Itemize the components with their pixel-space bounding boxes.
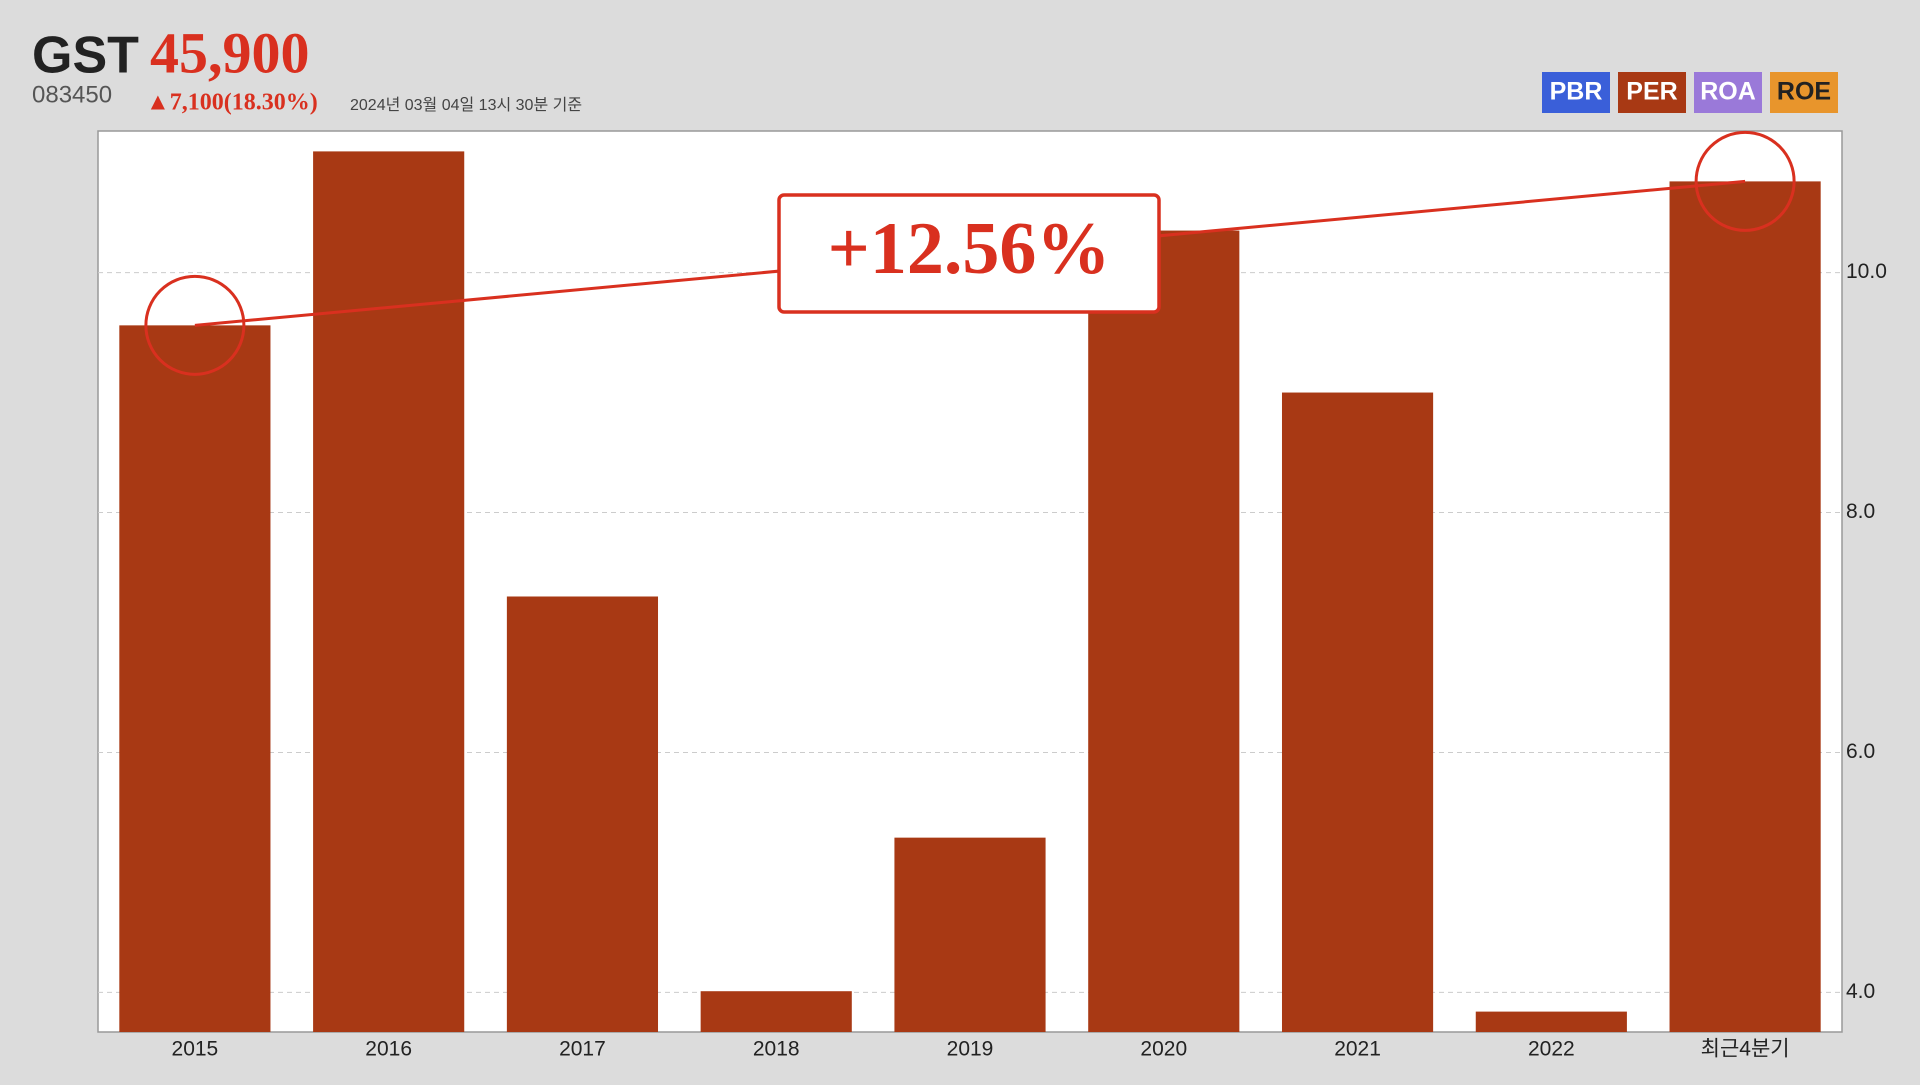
tab-button[interactable] (1618, 72, 1686, 113)
x-tick-label: 2016 (365, 1038, 412, 1061)
bar (313, 151, 465, 1032)
y-tick-label: 10.0 (1846, 260, 1887, 283)
y-tick-label: 6.0 (1846, 740, 1875, 763)
price-change: ▲7,100(18.30%) (146, 90, 318, 116)
bar (506, 596, 659, 1032)
date-label: 2024년 03월 04일 13시 30분 기준 (350, 96, 582, 114)
x-tick-label: 2020 (1140, 1038, 1187, 1061)
annotation-text: +12.56% (828, 208, 1111, 290)
tab-label[interactable]: ROE (1777, 78, 1831, 106)
stock-price: 45,900 (150, 20, 310, 85)
stock-name: GST (32, 27, 139, 85)
bar (119, 325, 271, 1032)
stock-code: 083450 (32, 81, 112, 108)
bar (700, 991, 852, 1032)
x-tick-label: 2019 (947, 1038, 994, 1061)
tab-label[interactable]: PBR (1550, 78, 1603, 106)
highlight-circle (1694, 130, 1796, 232)
tab-button[interactable] (1770, 72, 1838, 113)
x-tick-label: 2018 (753, 1038, 800, 1061)
bar (1281, 392, 1434, 1032)
tab-button[interactable] (1694, 72, 1762, 113)
x-tick-label: 2022 (1528, 1038, 1575, 1061)
tab-label[interactable]: ROA (1700, 78, 1756, 106)
bar (1088, 230, 1240, 1033)
y-tick-label: 8.0 (1846, 500, 1875, 523)
x-tick-label: 2015 (172, 1038, 219, 1061)
x-tick-label: 2017 (559, 1038, 606, 1061)
bar (1669, 181, 1821, 1033)
bar (1475, 1011, 1627, 1032)
tab-label[interactable]: PER (1626, 78, 1677, 106)
tab-button[interactable] (1542, 72, 1610, 113)
bar (894, 837, 1046, 1032)
y-tick-label: 4.0 (1846, 980, 1875, 1003)
x-tick-label: 최근4분기 (1701, 1038, 1790, 1061)
x-tick-label: 2021 (1334, 1038, 1381, 1061)
annotation-box (777, 193, 1161, 314)
highlight-circle (144, 274, 246, 376)
